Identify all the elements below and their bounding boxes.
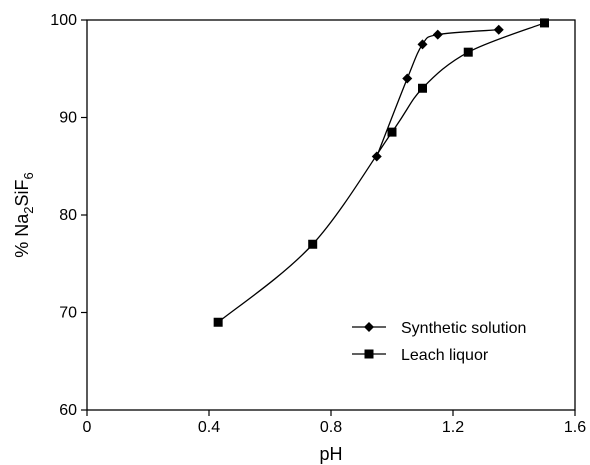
x-tick-label: 1.6 bbox=[564, 419, 586, 436]
data-point-synthetic-solution bbox=[432, 29, 443, 40]
series-line-synthetic-solution bbox=[376, 29, 499, 157]
y-tick-label: 90 bbox=[59, 110, 77, 127]
x-axis-ticks: 0 0.4 0.8 1.2 1.6 bbox=[83, 410, 586, 436]
series-layer bbox=[213, 18, 549, 327]
data-point-leach-liquor bbox=[213, 317, 223, 327]
x-tick-label: 1.2 bbox=[442, 419, 464, 436]
x-tick-label: 0.4 bbox=[198, 419, 220, 436]
plot-frame bbox=[86, 19, 576, 411]
legend-marker-diamond bbox=[364, 322, 374, 332]
x-axis-label: pH bbox=[319, 444, 342, 464]
x-tick-label: 0 bbox=[83, 419, 92, 436]
data-point-synthetic-solution bbox=[402, 73, 413, 84]
data-point-leach-liquor bbox=[463, 47, 473, 57]
y-axis-ticks: 60 70 80 90 100 bbox=[50, 12, 87, 419]
legend-marker-square bbox=[364, 349, 374, 359]
x-tick-label: 0.8 bbox=[320, 419, 342, 436]
legend-item-synthetic-solution: Synthetic solution bbox=[352, 320, 526, 337]
y-axis-label: % Na2SiF6 bbox=[12, 172, 36, 257]
data-point-synthetic-solution bbox=[371, 151, 382, 162]
legend-label-synthetic-solution: Synthetic solution bbox=[401, 320, 526, 337]
series-line-leach-liquor bbox=[217, 22, 545, 323]
legend-item-leach-liquor: Leach liquor bbox=[352, 347, 489, 364]
data-point-synthetic-solution bbox=[493, 24, 504, 35]
legend: Synthetic solution Leach liquor bbox=[352, 320, 526, 364]
data-point-leach-liquor bbox=[418, 83, 427, 93]
y-tick-label: 80 bbox=[59, 207, 77, 224]
y-tick-label: 70 bbox=[59, 305, 77, 322]
legend-label-leach-liquor: Leach liquor bbox=[401, 347, 489, 364]
data-point-leach-liquor bbox=[540, 18, 549, 28]
data-point-leach-liquor bbox=[308, 239, 318, 249]
y-tick-label: 60 bbox=[59, 402, 77, 419]
data-point-leach-liquor bbox=[387, 127, 397, 137]
data-point-synthetic-solution bbox=[417, 39, 428, 50]
y-tick-label: 100 bbox=[50, 12, 77, 29]
